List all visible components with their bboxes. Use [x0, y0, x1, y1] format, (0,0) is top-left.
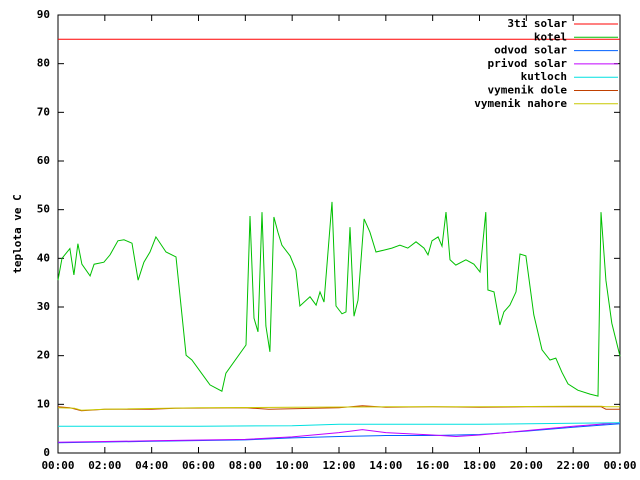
- legend-label: vymenik nahore: [474, 97, 567, 110]
- x-tick-label: 16:00: [416, 459, 449, 472]
- y-tick-label: 90: [37, 8, 50, 21]
- legend-label: odvod solar: [494, 44, 567, 57]
- x-tick-label: 22:00: [557, 459, 590, 472]
- x-tick-label: 06:00: [182, 459, 215, 472]
- x-tick-label: 02:00: [88, 459, 121, 472]
- y-tick-label: 50: [37, 203, 50, 216]
- y-tick-label: 70: [37, 105, 50, 118]
- legend-label: kutloch: [521, 70, 567, 83]
- x-tick-label: 10:00: [276, 459, 309, 472]
- legend-label: kotel: [534, 30, 567, 43]
- series-line: [57, 422, 621, 443]
- y-tick-label: 30: [37, 300, 50, 313]
- legend-label: privod solar: [488, 57, 568, 70]
- series-line: [57, 201, 621, 397]
- y-tick-label: 10: [37, 397, 50, 410]
- y-tick-label: 80: [37, 57, 50, 70]
- x-tick-label: 04:00: [135, 459, 168, 472]
- legend-label: vymenik dole: [488, 84, 568, 97]
- y-tick-label: 40: [37, 251, 50, 264]
- x-tick-label: 00:00: [41, 459, 74, 472]
- y-axis-label: teplota ve C: [11, 194, 24, 273]
- x-tick-label: 00:00: [603, 459, 636, 472]
- x-tick-label: 08:00: [229, 459, 262, 472]
- series-line: [58, 422, 621, 427]
- x-tick-label: 12:00: [322, 459, 355, 472]
- x-tick-label: 18:00: [463, 459, 496, 472]
- x-tick-label: 20:00: [510, 459, 543, 472]
- series-line: [57, 405, 620, 411]
- y-tick-label: 0: [43, 446, 50, 459]
- y-tick-label: 20: [37, 349, 50, 362]
- x-tick-label: 14:00: [369, 459, 402, 472]
- legend-label: 3ti solar: [507, 17, 567, 30]
- y-tick-label: 60: [37, 154, 50, 167]
